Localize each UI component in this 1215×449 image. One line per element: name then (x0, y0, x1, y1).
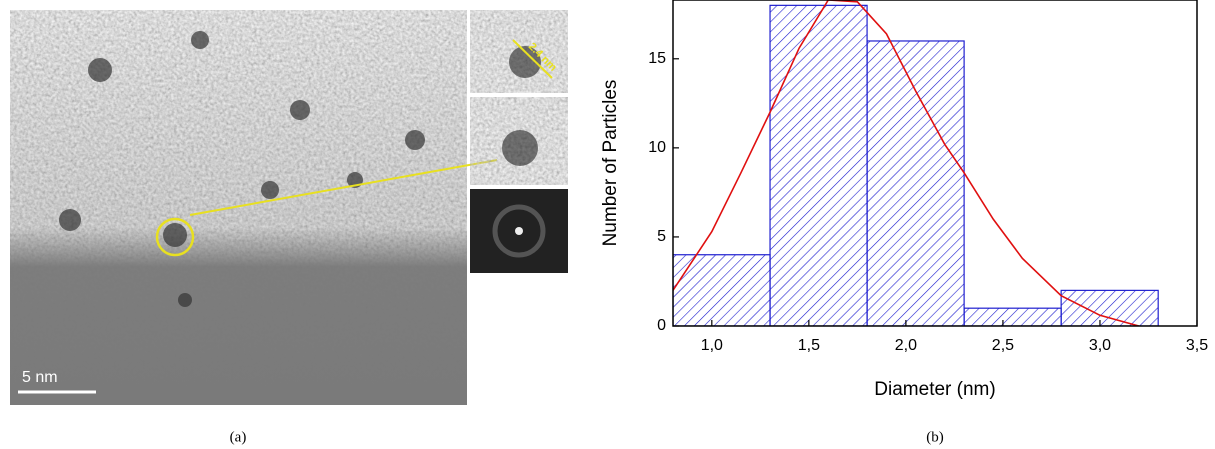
scale-bar-label: 5 nm (22, 369, 58, 386)
x-tick-label: 2,5 (992, 337, 1014, 354)
y-tick-label: 5 (657, 228, 666, 245)
caption: (a) (230, 429, 247, 445)
y-axis-label: Number of Particles (600, 80, 621, 247)
bar (1060, 289, 1159, 326)
y-tick-label: 10 (648, 139, 666, 156)
x-tick-label: 2,0 (895, 337, 917, 354)
plot: 0 5 10 15 1,0 1,5 2,0 2,5 3,0 3,5 (648, 0, 1208, 354)
tem-image: 5 nm 2.4 nm (10, 10, 568, 405)
caption: (b) (926, 429, 944, 445)
y-tick-label: 0 (657, 317, 666, 334)
plot-frame (672, 0, 1198, 327)
bar (963, 307, 1062, 326)
y-tick-label: 15 (648, 50, 666, 67)
bar (866, 40, 965, 326)
plot-area (673, 0, 1159, 326)
bar (673, 254, 771, 326)
x-axis-label: Diameter (nm) (874, 379, 995, 400)
x-tick-label: 1,5 (798, 337, 820, 354)
x-tick-label: 1,0 (701, 337, 723, 354)
x-tick-label: 3,5 (1186, 337, 1208, 354)
fit-curve (673, 0, 1139, 326)
x-tick-label: 3,0 (1089, 337, 1111, 354)
bar (769, 4, 868, 326)
